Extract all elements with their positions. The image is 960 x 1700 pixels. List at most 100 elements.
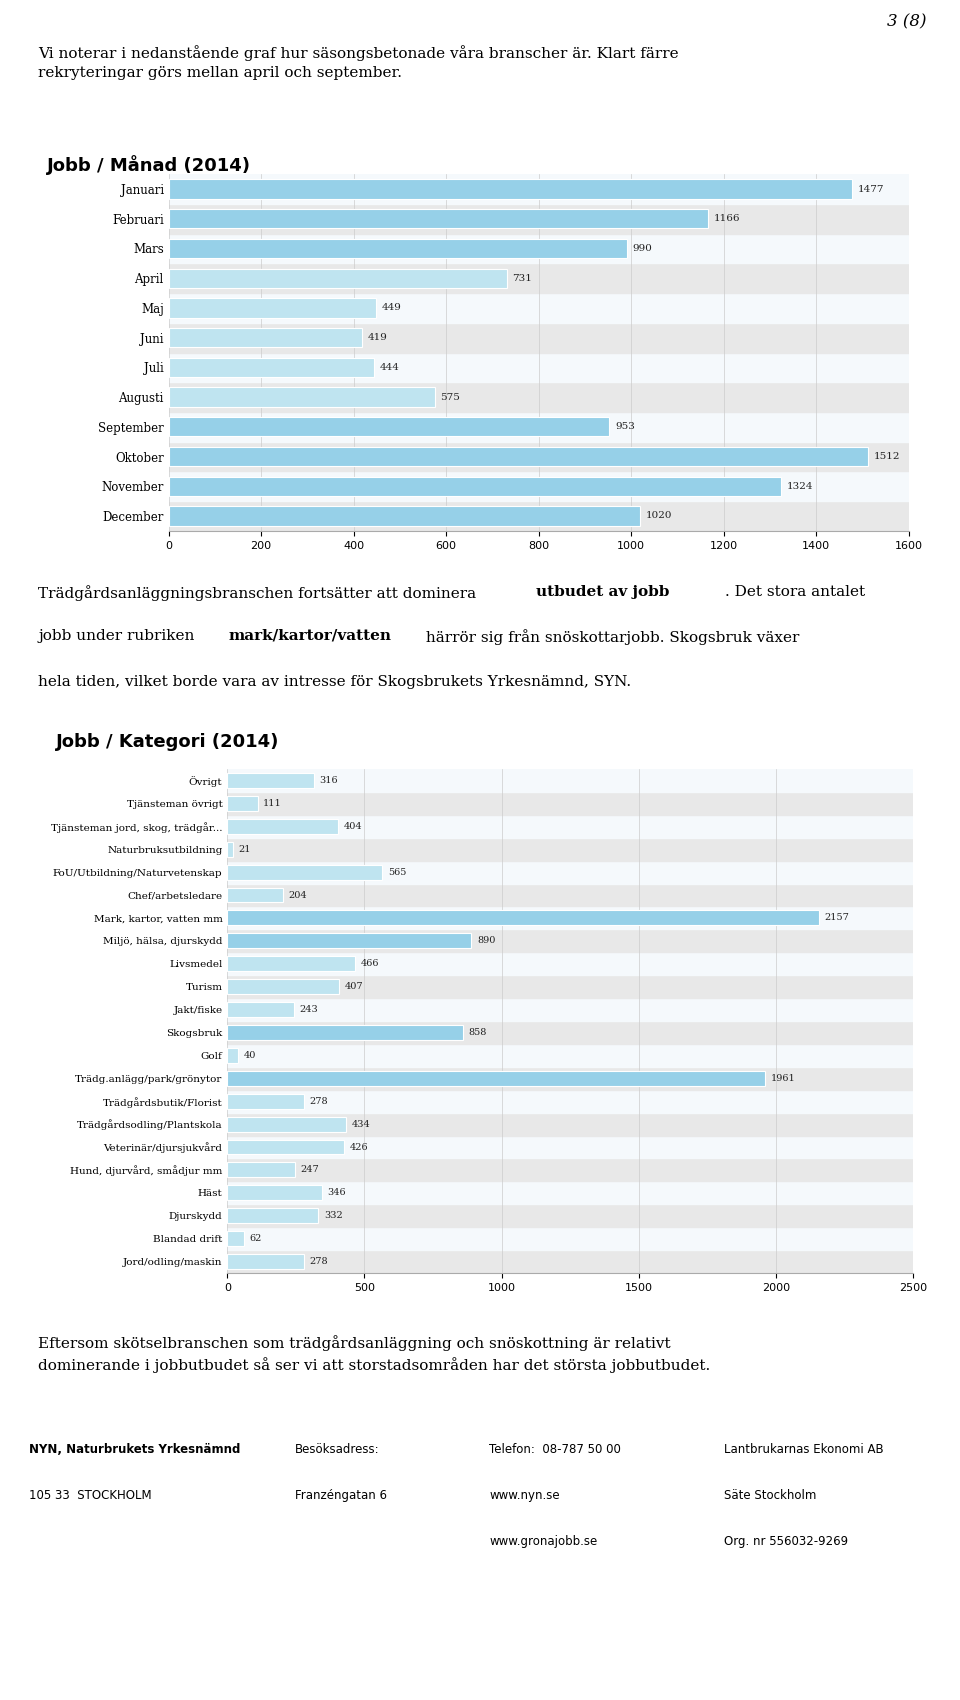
Text: Trädgårdsanläggningsbranschen fortsätter att dominera: Trädgårdsanläggningsbranschen fortsätter… (38, 585, 481, 600)
Bar (228, 1117, 347, 1132)
Text: www.gronajobb.se: www.gronajobb.se (489, 1535, 597, 1549)
Bar (228, 1163, 295, 1178)
Bar (169, 507, 640, 525)
Text: 278: 278 (309, 1096, 327, 1105)
Bar (169, 502, 908, 530)
Text: Eftersom skötselbranschen som trädgårdsanläggning och snöskottning är relativt
d: Eftersom skötselbranschen som trädgårdsa… (38, 1334, 710, 1374)
Bar (228, 930, 913, 952)
Bar (228, 1255, 303, 1268)
Bar (169, 328, 363, 347)
Bar (228, 952, 913, 976)
Bar (228, 768, 913, 792)
Text: 2157: 2157 (825, 913, 850, 923)
Text: hela tiden, vilket borde vara av intresse för Skogsbrukets Yrkesnämnd, SYN.: hela tiden, vilket borde vara av intress… (38, 675, 632, 688)
Text: 575: 575 (440, 393, 460, 401)
Bar (169, 323, 908, 352)
Text: 434: 434 (352, 1120, 371, 1129)
Bar (228, 1025, 463, 1040)
Bar (228, 860, 913, 884)
Bar (228, 842, 233, 857)
Text: 1477: 1477 (857, 185, 884, 194)
Bar (228, 1090, 913, 1112)
Bar (228, 1204, 913, 1227)
Bar (169, 298, 376, 318)
Bar (169, 233, 908, 264)
Bar (228, 774, 314, 787)
Text: 990: 990 (632, 245, 652, 253)
Text: 3 (8): 3 (8) (887, 14, 926, 31)
Text: 407: 407 (345, 983, 363, 991)
Bar (169, 476, 781, 496)
Text: Telefon:  08-787 50 00: Telefon: 08-787 50 00 (489, 1443, 621, 1455)
Bar (169, 411, 908, 442)
Bar (169, 447, 868, 466)
Text: mark/kartor/vatten: mark/kartor/vatten (228, 629, 392, 643)
Bar (169, 388, 435, 406)
Text: 858: 858 (468, 1028, 487, 1037)
Bar (228, 1044, 913, 1068)
Text: Besöksadress:: Besöksadress: (295, 1443, 379, 1455)
Text: Org. nr 556032-9269: Org. nr 556032-9269 (724, 1535, 848, 1549)
Text: 404: 404 (344, 821, 362, 831)
Text: 316: 316 (320, 775, 338, 785)
Text: 449: 449 (382, 303, 401, 313)
Text: 40: 40 (244, 1051, 256, 1059)
Text: Franzéngatan 6: Franzéngatan 6 (295, 1489, 387, 1503)
Text: 105 33  STOCKHOLM: 105 33 STOCKHOLM (29, 1489, 152, 1503)
Bar (228, 1209, 319, 1224)
Bar (228, 933, 471, 949)
Text: Lantbrukarnas Ekonomi AB: Lantbrukarnas Ekonomi AB (724, 1443, 883, 1455)
Text: 21: 21 (239, 845, 252, 853)
Bar (228, 884, 913, 906)
Bar (228, 979, 339, 994)
Bar (228, 1231, 245, 1246)
Bar (169, 269, 507, 287)
Text: 1020: 1020 (646, 512, 672, 520)
Bar (169, 471, 908, 501)
Text: 1512: 1512 (874, 452, 900, 461)
Text: 565: 565 (388, 867, 406, 877)
Text: 731: 731 (513, 274, 532, 282)
Text: härrör sig från snöskottarjobb. Skogsbruk växer: härrör sig från snöskottarjobb. Skogsbru… (420, 629, 800, 644)
Text: 419: 419 (368, 333, 388, 342)
Text: 1961: 1961 (771, 1074, 796, 1083)
Bar (228, 1068, 913, 1090)
Text: 204: 204 (289, 891, 307, 899)
Bar (228, 819, 338, 833)
Bar (228, 1047, 238, 1062)
Text: 278: 278 (309, 1256, 327, 1266)
Bar (228, 906, 913, 930)
Bar (228, 1139, 345, 1154)
Text: 1324: 1324 (786, 481, 813, 491)
Text: 426: 426 (349, 1142, 369, 1151)
Bar (228, 957, 355, 971)
Text: 890: 890 (477, 937, 495, 945)
Bar (228, 1071, 765, 1086)
Text: utbudet av jobb: utbudet av jobb (536, 585, 669, 598)
Bar (228, 1093, 303, 1108)
Bar (228, 1250, 913, 1273)
Text: . Det stora antalet: . Det stora antalet (725, 585, 865, 598)
Bar (169, 352, 908, 382)
Bar (169, 442, 908, 471)
Bar (169, 416, 610, 437)
Text: 1166: 1166 (713, 214, 740, 223)
Bar (228, 1022, 913, 1044)
Bar (169, 357, 374, 377)
Text: 346: 346 (327, 1188, 347, 1197)
Bar (169, 238, 627, 258)
Bar (228, 1227, 913, 1249)
Bar (228, 1185, 323, 1200)
Text: 332: 332 (324, 1210, 343, 1221)
Text: 444: 444 (379, 362, 399, 372)
Text: 111: 111 (263, 799, 282, 808)
Bar (169, 180, 852, 199)
Bar (228, 1158, 913, 1181)
Bar (228, 1001, 294, 1017)
Text: 466: 466 (361, 959, 379, 969)
Text: Säte Stockholm: Säte Stockholm (724, 1489, 816, 1503)
Bar (228, 976, 913, 998)
Text: NYN, Naturbrukets Yrkesnämnd: NYN, Naturbrukets Yrkesnämnd (29, 1443, 240, 1455)
Bar (169, 264, 908, 292)
Bar (228, 838, 913, 860)
